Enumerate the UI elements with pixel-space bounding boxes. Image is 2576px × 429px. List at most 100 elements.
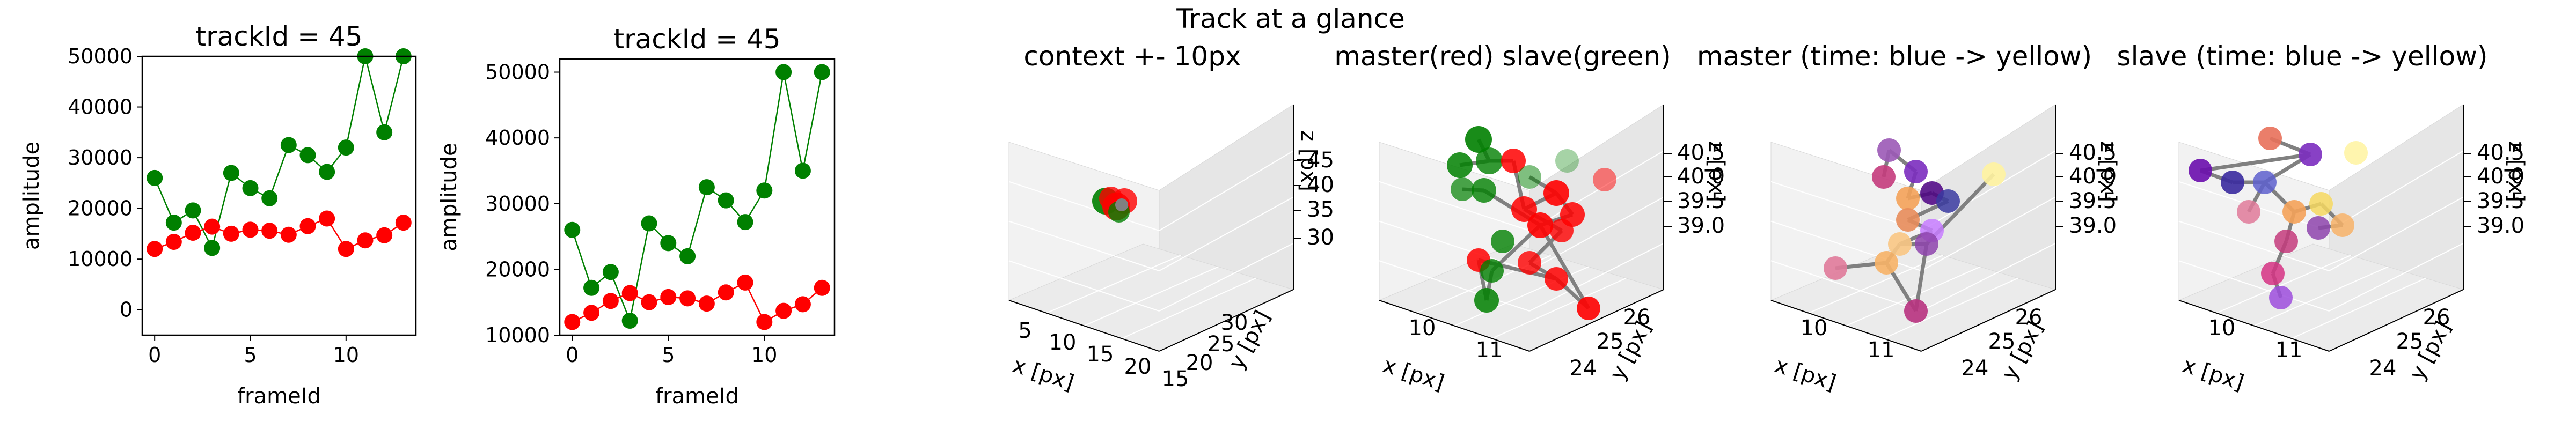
data-point bbox=[1872, 165, 1896, 189]
z-tick-label: 39.5 bbox=[2069, 189, 2117, 213]
data-point bbox=[621, 285, 638, 301]
axes-frame bbox=[559, 58, 836, 336]
data-point bbox=[185, 225, 201, 241]
y-tick-label: 50000 bbox=[485, 61, 550, 84]
z-tick-label: 40.0 bbox=[1677, 164, 1725, 189]
grid-line bbox=[1159, 242, 1294, 312]
data-point bbox=[2274, 230, 2298, 253]
data-point bbox=[261, 223, 278, 239]
data-point bbox=[280, 137, 297, 153]
y-tick-label: 20000 bbox=[68, 197, 133, 220]
data-point bbox=[1545, 267, 1568, 291]
grid-line bbox=[1808, 255, 1943, 314]
data-point bbox=[1527, 212, 1553, 238]
data-point bbox=[1115, 198, 1128, 211]
data-point bbox=[1577, 297, 1600, 320]
z-axis-label: z [px] bbox=[2504, 141, 2528, 202]
data-point bbox=[1904, 160, 1928, 183]
data-point bbox=[1982, 162, 2006, 186]
y-tick-label: 30000 bbox=[485, 192, 550, 216]
data-point bbox=[718, 192, 734, 209]
z-tick-label: 39.5 bbox=[1677, 189, 1725, 213]
data-point bbox=[2237, 200, 2260, 224]
data-point bbox=[242, 180, 259, 196]
data-point bbox=[204, 240, 221, 256]
x-axis-label: frameId bbox=[655, 384, 739, 409]
y-tick-label: 0 bbox=[120, 298, 133, 322]
grid-line bbox=[2216, 255, 2351, 314]
data-point bbox=[660, 289, 677, 305]
grid-line bbox=[2178, 260, 2330, 312]
series-red bbox=[147, 210, 412, 257]
data-point bbox=[165, 214, 182, 231]
data-point bbox=[698, 295, 715, 312]
data-point bbox=[242, 221, 259, 238]
data-point bbox=[679, 248, 696, 264]
data-point bbox=[338, 241, 354, 257]
grid-line bbox=[1159, 150, 1294, 231]
y-tick-label: 24 bbox=[2369, 356, 2397, 381]
y-tick-label: 10000 bbox=[68, 247, 133, 271]
data-point bbox=[204, 218, 221, 235]
data-point bbox=[2258, 127, 2282, 150]
data-point bbox=[794, 162, 811, 179]
series-green bbox=[564, 64, 830, 329]
chart-title: master (time: blue -> yellow) bbox=[1697, 41, 2092, 72]
z-tick-label: 39.0 bbox=[2069, 213, 2117, 238]
x-tick-label: 0 bbox=[148, 343, 161, 367]
x-tick-label: 10 bbox=[751, 343, 777, 367]
data-point bbox=[2299, 143, 2322, 166]
track-line bbox=[1538, 224, 1591, 309]
data-point bbox=[814, 64, 830, 80]
y-tick-label: 40000 bbox=[68, 95, 133, 119]
data-point bbox=[1518, 165, 1541, 189]
data-point bbox=[1472, 178, 1496, 203]
grid-line bbox=[1529, 150, 1664, 231]
y-axis-label: amplitude bbox=[19, 142, 44, 250]
y-tick-label: 26 bbox=[2015, 305, 2043, 330]
data-point bbox=[641, 215, 657, 232]
z-tick-label: 39.0 bbox=[1677, 213, 1725, 238]
data-point bbox=[147, 169, 163, 186]
y-tick-label: 25 bbox=[1988, 329, 2016, 354]
track-line bbox=[2200, 152, 2311, 173]
data-point bbox=[1474, 288, 1499, 313]
data-point bbox=[679, 290, 696, 307]
data-point bbox=[1896, 208, 1920, 232]
grid-line bbox=[1046, 255, 1181, 314]
data-point bbox=[698, 179, 715, 196]
data-point bbox=[395, 214, 412, 231]
grid-line bbox=[2178, 220, 2330, 271]
line-chart-2: trackId = 45 0 5 10 10000 20000 30000 40000 5000… bbox=[437, 24, 836, 409]
data-point bbox=[319, 210, 335, 227]
data-point bbox=[564, 221, 581, 238]
x-tick-label: 11 bbox=[2275, 338, 2303, 363]
x-axis-line bbox=[2178, 300, 2330, 352]
y-axis-line bbox=[1921, 289, 2056, 352]
data-point bbox=[280, 226, 297, 243]
grid-line bbox=[1770, 260, 1922, 312]
y-tick-label: 30 bbox=[1221, 310, 1248, 335]
grid-line bbox=[1921, 242, 2056, 312]
data-point bbox=[718, 284, 734, 301]
z-axis-label: z [px] bbox=[2096, 141, 2120, 202]
data-point bbox=[1550, 219, 1574, 242]
data-point bbox=[737, 214, 753, 231]
grid-line bbox=[1491, 277, 1627, 339]
y-tick-label: 30000 bbox=[68, 146, 133, 169]
data-point bbox=[1511, 196, 1537, 222]
series-red bbox=[564, 274, 830, 330]
chart-title: slave (time: blue -> yellow) bbox=[2117, 41, 2488, 72]
data-point bbox=[583, 305, 600, 321]
x-tick-label: 10 bbox=[1801, 316, 1828, 341]
y-axis-line bbox=[1159, 289, 1294, 352]
x-tick-label: 11 bbox=[1868, 338, 1895, 363]
z-tick-label: 39.5 bbox=[2477, 189, 2524, 213]
data-point bbox=[1476, 147, 1503, 174]
grid-line bbox=[1770, 181, 1922, 231]
chart-title: context +- 10px bbox=[1023, 41, 1241, 72]
data-point bbox=[794, 296, 811, 313]
data-point bbox=[775, 302, 792, 319]
grid-line bbox=[1529, 196, 1664, 271]
